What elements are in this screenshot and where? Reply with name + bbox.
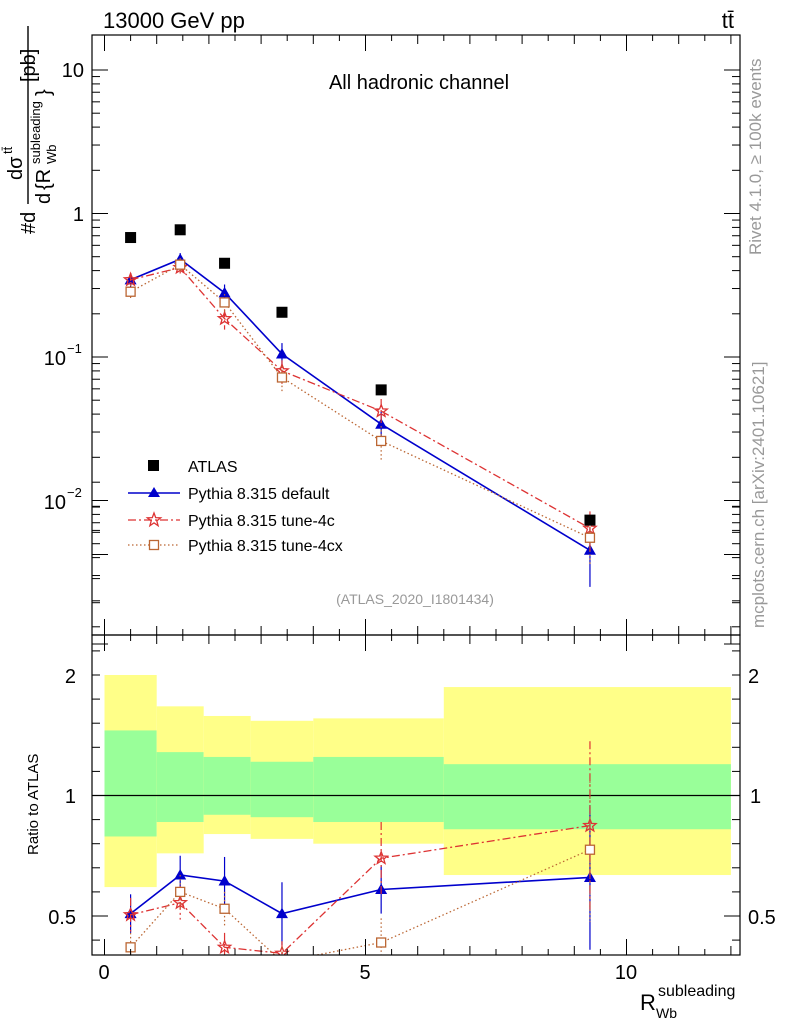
main-pythia-8-315-default-line (130, 258, 591, 551)
y-tick-exp-0.01: −2 (67, 485, 82, 500)
main-pythia-8-315-tune-4c-line (130, 266, 591, 529)
ylabel-den-sub: Wb (44, 145, 59, 165)
main-pythia-8-315-tune-4cx-point (125, 286, 136, 297)
ratio-pythia-8-315-default-point (174, 869, 187, 880)
band-inner-1 (156, 752, 204, 823)
y-tick-label-0.01: 10 (44, 492, 66, 514)
x-tick-label-5: 5 (359, 962, 370, 984)
legend: ATLAS Pythia 8.315 default Pythia 8.315 … (128, 459, 343, 555)
ratio-pythia-8-315-tune-4c-point (373, 849, 390, 865)
band-inner-0 (104, 730, 157, 837)
main-pythia-8-315-default-point (375, 418, 388, 429)
axis-ticks (92, 35, 740, 955)
main-pythia-8-315-tune-4c-point (216, 310, 233, 326)
y-tick-label-0.1: 10 (44, 348, 66, 370)
x-tick-label-0: 0 (98, 962, 109, 984)
xlabel-sup: subleading (658, 983, 735, 1000)
ratio-series-layer (122, 741, 598, 966)
main-atlas-point (584, 514, 596, 526)
main-y-axis-label: #d dσ tt̄ d {R Wb subleading } [pb] (0, 26, 59, 234)
ylabel-num-sup: tt̄ (0, 146, 15, 154)
xlabel-base: R (640, 990, 656, 1015)
ratio-y-tick-2-right: 2 (748, 666, 759, 688)
ylabel-unit: [pb] (18, 49, 40, 82)
main-pythia-8-315-tune-4c-point (373, 402, 390, 418)
ratio-pythia-8-315-tune-4c-point (582, 817, 598, 833)
ylabel-num-prefix: #d (18, 212, 40, 234)
legend-entry-default: Pythia 8.315 default (128, 486, 330, 503)
band-inner-2 (203, 756, 251, 815)
energy-label: 13000 GeV pp (103, 8, 245, 33)
analysis-tag: (ATLAS_2020_I1801434) (336, 591, 494, 607)
ratio-pythia-8-315-default-line (130, 874, 591, 915)
ylabel-num: dσ (5, 156, 27, 180)
legend-label-tune-4cx: Pythia 8.315 tune-4cx (188, 538, 343, 555)
legend-entry-tune-4c: Pythia 8.315 tune-4c (128, 511, 335, 530)
ratio-y-axis-label: Ratio to ATLAS (25, 754, 42, 855)
main-pythia-8-315-tune-4cx-point (584, 532, 596, 543)
x-tick-label-10: 10 (615, 962, 637, 984)
ratio-y-tick-labels: 2 1 0.5 2 1 0.5 (48, 666, 776, 929)
ratio-y-tick-2: 2 (65, 666, 76, 688)
main-y-tick-labels: 10 1 10 −1 10 −2 (44, 60, 84, 514)
rivet-label: Rivet 4.1.0, ≥ 100k events (746, 59, 765, 255)
ratio-pythia-8-315-tune-4c-point (274, 945, 290, 955)
legend-label-default: Pythia 8.315 default (188, 486, 330, 503)
ratio-y-tick-0.5-right: 0.5 (748, 907, 776, 929)
ratio-y-tick-1: 1 (65, 786, 76, 808)
y-tick-exp-0.1: −1 (67, 341, 82, 356)
ratio-pythia-8-315-default-point (218, 875, 231, 886)
x-axis-label: R Wb subleading (640, 983, 735, 1021)
process-label: tt̄ (722, 8, 734, 33)
main-series-layer (122, 224, 598, 587)
main-pythia-8-315-tune-4cx-point (376, 435, 387, 447)
ylabel-den-prefix: d (33, 193, 55, 204)
ratio-pythia-8-315-tune-4c-point (216, 938, 233, 955)
main-pythia-8-315-default-point (218, 286, 231, 298)
main-pythia-8-315-tune-4cx-line (130, 263, 591, 539)
ratio-pythia-8-315-tune-4cx-point (376, 937, 387, 948)
ratio-y-tick-1-right: 1 (750, 786, 761, 808)
ratio-pythia-8-315-tune-4cx-point (219, 903, 230, 914)
x-tick-labels: 0 5 10 (98, 962, 637, 984)
legend-label-tune-4c: Pythia 8.315 tune-4c (188, 513, 335, 530)
legend-entry-tune-4cx: Pythia 8.315 tune-4cx (128, 538, 343, 555)
ylabel-den-close: } (33, 89, 55, 96)
main-atlas-point (125, 232, 137, 244)
ratio-pythia-8-315-tune-4c-point (172, 894, 189, 910)
band-inner-5 (443, 764, 731, 830)
main-pythia-8-315-tune-4cx-point (175, 259, 186, 270)
main-atlas-point (375, 384, 387, 396)
ylabel-den-open: {R (33, 169, 55, 190)
ylabel-den-sup: subleading (28, 101, 43, 164)
ratio-bands (92, 675, 740, 888)
xlabel-sub: Wb (656, 1005, 677, 1021)
legend-label-atlas: ATLAS (188, 459, 238, 476)
main-atlas-point (219, 257, 231, 269)
main-pythia-8-315-tune-4c-point (122, 271, 139, 287)
mcplots-label: mcplots.cern.ch [arXiv:2401.10621] (749, 362, 768, 628)
ratio-pythia-8-315-tune-4c-point (122, 906, 139, 922)
y-tick-label-1: 1 (73, 204, 84, 226)
legend-entry-atlas: ATLAS (148, 459, 238, 476)
y-tick-label-10: 10 (62, 60, 84, 82)
main-pythia-8-315-default-point (275, 347, 288, 359)
chart-title: All hadronic channel (329, 72, 509, 94)
main-pythia-8-315-tune-4cx-point (276, 372, 288, 383)
ratio-y-tick-0.5: 0.5 (48, 907, 76, 929)
ratio-pythia-8-315-tune-4cx-point (175, 886, 186, 898)
band-inner-3 (250, 761, 314, 818)
main-atlas-point (276, 306, 288, 318)
ratio-pythia-8-315-tune-4cx-point (277, 957, 286, 966)
main-atlas-point (174, 224, 186, 236)
ratio-pythia-8-315-tune-4cx-point (584, 844, 596, 855)
band-inner-4 (313, 756, 444, 823)
ratio-pythia-8-315-default-point (275, 907, 288, 919)
main-pythia-8-315-tune-4cx-point (219, 297, 230, 308)
ratio-pythia-8-315-tune-4cx-line (130, 849, 591, 955)
